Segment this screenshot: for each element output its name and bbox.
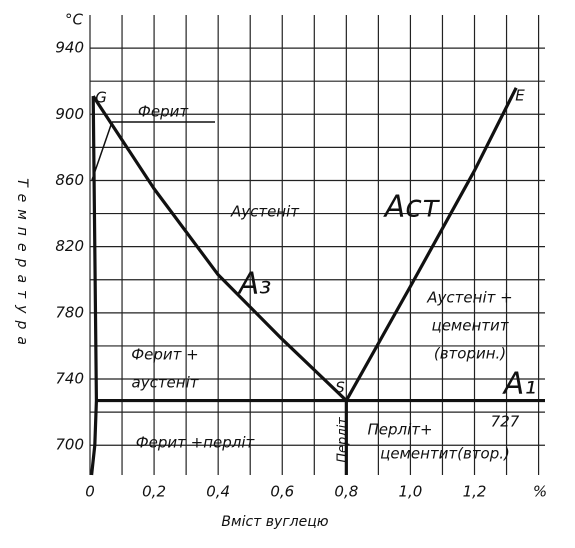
x-unit: % — [533, 483, 547, 501]
annotation: G — [95, 89, 107, 107]
annotation: Aст — [383, 190, 441, 225]
y-tick-label: 820 — [55, 237, 84, 255]
y-unit: °C — [65, 11, 84, 29]
annotation: (вторин.) — [434, 345, 506, 363]
annotation: Ферит +перліт — [136, 434, 256, 452]
annotation: Аустеніт + — [426, 289, 512, 307]
y-tick-label: 740 — [55, 370, 84, 388]
annotation: A₁ — [502, 367, 537, 402]
y-tick-label: 860 — [55, 171, 84, 189]
phase-line — [91, 95, 348, 402]
x-tick-label: 0,6 — [270, 483, 294, 501]
annotation: цементит(втор.) — [380, 445, 510, 463]
phase-line — [90, 96, 99, 476]
y-tick-label: 940 — [55, 39, 84, 57]
x-tick-label: 1,2 — [463, 483, 487, 501]
y-axis-title: Температура — [14, 178, 30, 352]
leader-line — [91, 121, 113, 181]
annotation: Перліт — [336, 417, 351, 463]
annotation: аустеніт — [132, 374, 200, 392]
annotation: E — [515, 87, 525, 105]
y-tick-label: 780 — [55, 303, 84, 321]
phase-line — [344, 87, 518, 402]
annotation: Ферит — [138, 103, 189, 121]
annotation: 727 — [491, 413, 520, 431]
x-tick-label: 1,0 — [398, 483, 422, 501]
x-tick-label: 0,4 — [206, 483, 230, 501]
x-axis-title: Вміст вуглецю — [221, 514, 328, 530]
annotation: Ферит + — [131, 346, 199, 364]
annotation: Перліт+ — [367, 421, 432, 439]
x-tick-label: 0 — [85, 483, 95, 501]
annotation: A₃ — [237, 267, 272, 302]
annotation: цементит — [431, 317, 509, 335]
x-tick-label: 0,2 — [142, 483, 166, 501]
y-tick-label: 700 — [55, 436, 84, 454]
y-tick-label: 900 — [55, 105, 84, 123]
annotation: S — [335, 379, 345, 397]
x-tick-label: 0,8 — [334, 483, 358, 501]
annotation: Аустеніт — [230, 203, 300, 221]
